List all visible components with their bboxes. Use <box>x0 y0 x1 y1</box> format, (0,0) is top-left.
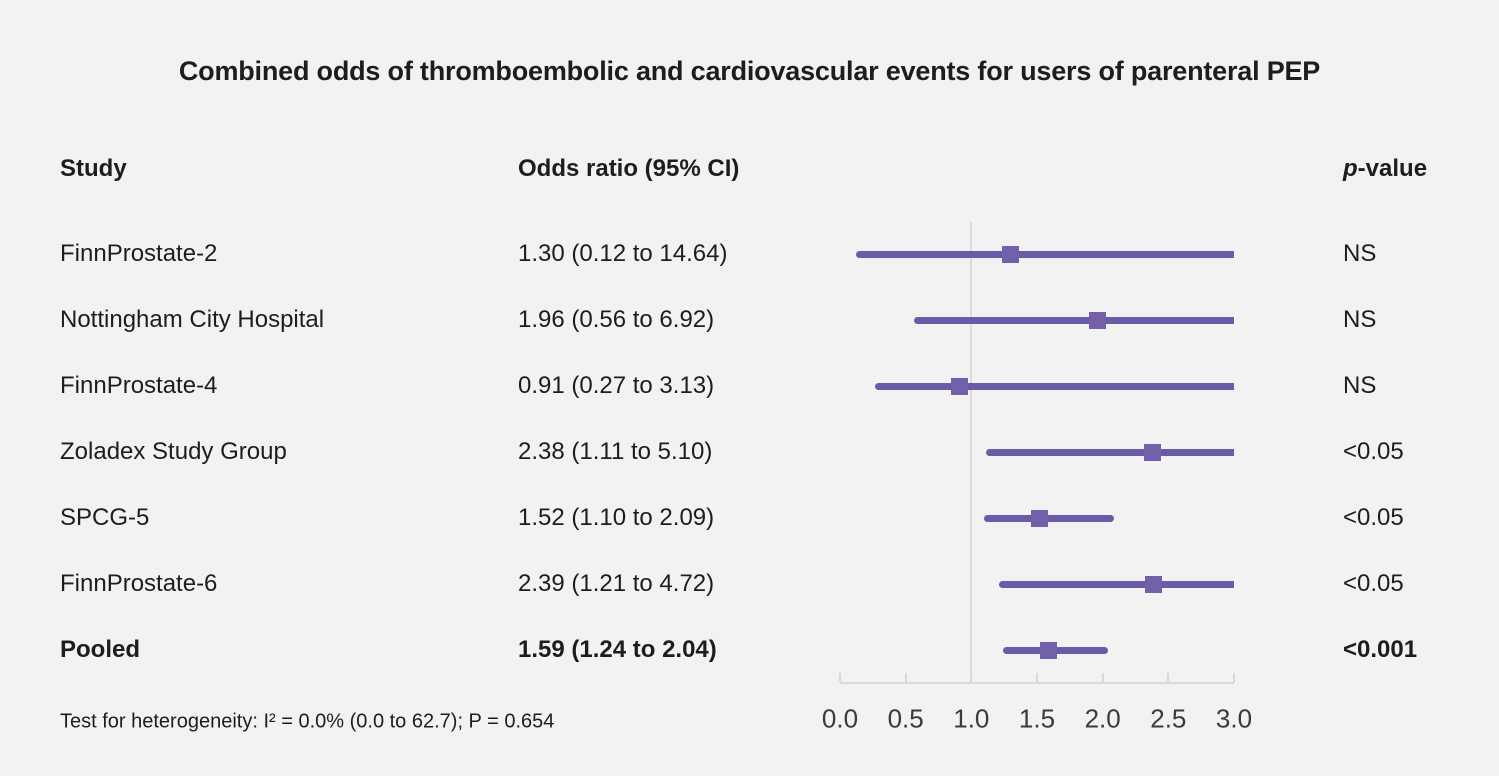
study-label: FinnProstate-2 <box>60 240 218 267</box>
p-value-label: <0.05 <box>1343 570 1404 597</box>
ci-line <box>913 316 1234 324</box>
or-marker <box>1145 575 1163 593</box>
or-ci-label: 1.59 (1.24 to 2.04) <box>518 636 717 663</box>
x-axis-tick <box>1101 673 1104 682</box>
x-axis-line <box>840 682 1234 684</box>
study-label: Pooled <box>60 636 141 663</box>
x-axis-tick-label: 2.5 <box>1150 703 1187 734</box>
x-axis-tick-label: 0.0 <box>821 703 859 734</box>
or-ci-label: 0.91 (0.27 to 3.13) <box>518 372 715 399</box>
or-marker <box>951 377 968 395</box>
or-ci-label: 2.38 (1.11 to 5.10) <box>518 438 713 465</box>
x-axis-tick <box>970 673 973 682</box>
or-marker <box>1002 245 1020 263</box>
p-value-label: NS <box>1343 372 1377 399</box>
ci-line <box>984 514 1115 522</box>
x-axis-tick-label: 1.0 <box>953 703 990 734</box>
reference-line <box>970 222 973 682</box>
study-label: SPCG-5 <box>60 504 150 531</box>
column-header-p-value: p-value <box>1343 155 1427 183</box>
or-marker <box>1031 509 1049 527</box>
study-label: Nottingham City Hospital <box>60 306 325 333</box>
ci-line <box>855 250 1234 258</box>
p-value-header-italic-p: p <box>1343 155 1358 182</box>
or-ci-label: 1.96 (0.56 to 6.92) <box>518 306 715 333</box>
column-header-odds-ratio: Odds ratio (95% CI) <box>518 155 740 182</box>
ci-line <box>985 448 1234 456</box>
x-axis-tick <box>1167 673 1170 682</box>
x-axis-tick <box>1233 673 1235 682</box>
or-ci-label: 1.30 (0.12 to 14.64) <box>518 240 728 267</box>
or-marker <box>1144 443 1162 461</box>
study-label: Zoladex Study Group <box>60 438 287 465</box>
chart-title: Combined odds of thromboembolic and card… <box>178 56 1321 86</box>
x-axis-tick <box>839 673 841 682</box>
p-value-label: <0.05 <box>1343 438 1404 465</box>
x-axis-tick-label: 2.0 <box>1084 703 1121 734</box>
x-axis-tick-label: 0.5 <box>887 703 924 734</box>
or-marker <box>1088 311 1106 329</box>
x-axis-tick <box>904 673 907 682</box>
p-value-header-suffix: -value <box>1357 155 1428 182</box>
p-value-label: <0.05 <box>1343 504 1404 531</box>
or-ci-label: 2.39 (1.21 to 4.72) <box>518 570 715 597</box>
or-marker <box>1040 641 1058 659</box>
p-value-label: NS <box>1343 306 1377 333</box>
study-label: FinnProstate-4 <box>60 372 218 399</box>
ci-line <box>875 382 1234 390</box>
or-ci-label: 1.52 (1.10 to 2.09) <box>518 504 715 531</box>
study-label: FinnProstate-6 <box>60 570 218 597</box>
heterogeneity-footnote: Test for heterogeneity: I² = 0.0% (0.0 t… <box>60 710 555 733</box>
x-axis-tick-label: 1.5 <box>1018 703 1056 734</box>
p-value-label: NS <box>1343 240 1377 267</box>
x-axis-tick-label: 3.0 <box>1215 703 1253 734</box>
p-value-label: <0.001 <box>1343 636 1418 663</box>
ci-line <box>998 580 1234 588</box>
column-header-study: Study <box>60 155 127 182</box>
x-axis-tick <box>1036 673 1038 682</box>
